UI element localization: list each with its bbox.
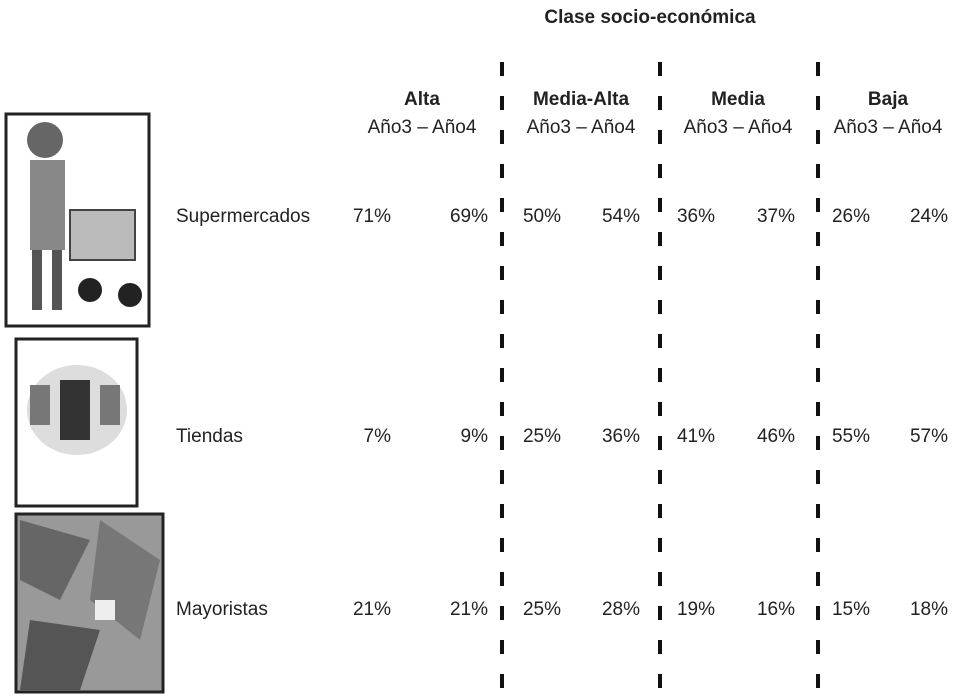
group-years: Año3 – Año4	[684, 117, 793, 138]
group-name: Baja	[868, 89, 909, 110]
cell-value: 24%	[910, 206, 948, 227]
cell-value: 28%	[602, 599, 640, 620]
cell-value: 69%	[450, 206, 488, 227]
row-label: Mayoristas	[176, 599, 268, 620]
cell-value: 50%	[523, 206, 561, 227]
cell-value: 25%	[523, 599, 561, 620]
row-label: Supermercados	[176, 206, 310, 227]
group-years: Año3 – Año4	[527, 117, 636, 138]
cell-value: 9%	[461, 426, 489, 447]
group-name: Alta	[404, 89, 440, 110]
cell-value: 54%	[602, 206, 640, 227]
group-years: Año3 – Año4	[368, 117, 477, 138]
cell-value: 41%	[677, 426, 715, 447]
store-image	[14, 337, 139, 508]
cell-value: 71%	[353, 206, 391, 227]
cell-value: 25%	[523, 426, 561, 447]
cell-value: 46%	[757, 426, 795, 447]
row-label: Tiendas	[176, 426, 243, 447]
cell-value: 18%	[910, 599, 948, 620]
group-name: Media-Alta	[533, 89, 630, 110]
group-years: Año3 – Año4	[834, 117, 943, 138]
cell-value: 57%	[910, 426, 948, 447]
table-title: Clase socio-económica	[544, 7, 756, 28]
supermarket-image	[4, 112, 151, 328]
cell-value: 36%	[602, 426, 640, 447]
group-name: Media	[711, 89, 765, 110]
cell-value: 21%	[353, 599, 391, 620]
cell-value: 37%	[757, 206, 795, 227]
cell-value: 26%	[832, 206, 870, 227]
wholesale-image	[14, 512, 165, 694]
cell-value: 16%	[757, 599, 795, 620]
cell-value: 21%	[450, 599, 488, 620]
cell-value: 7%	[364, 426, 392, 447]
cell-value: 15%	[832, 599, 870, 620]
cell-value: 19%	[677, 599, 715, 620]
cell-value: 36%	[677, 206, 715, 227]
cell-value: 55%	[832, 426, 870, 447]
